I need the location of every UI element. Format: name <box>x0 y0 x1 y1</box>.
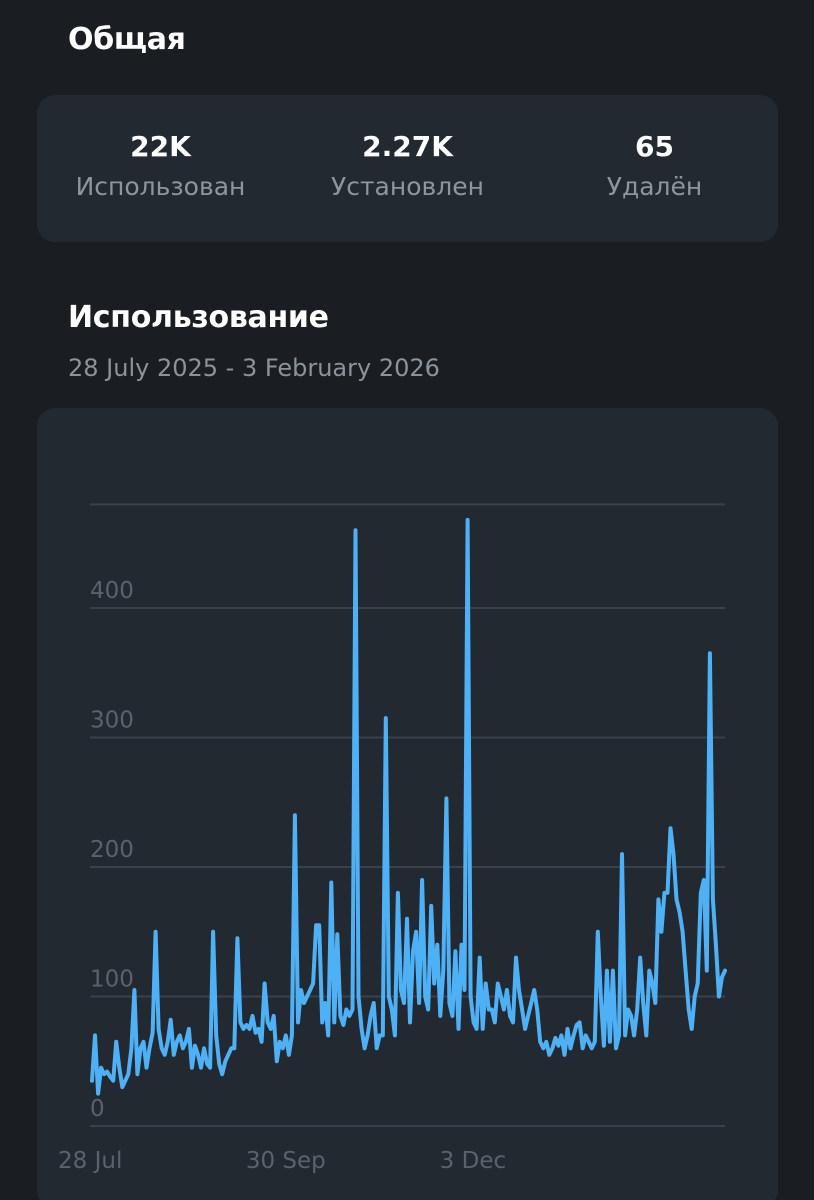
chart-x-ticks: 28 Jul 30 Sep 3 Dec <box>58 1148 506 1174</box>
stat-deleted: 65 Удалён <box>531 129 778 207</box>
chart-y-ticks: 0 100 200 300 400 <box>90 578 134 1122</box>
y-tick-label-400: 400 <box>90 578 134 604</box>
stat-used-label: Использован <box>75 172 246 201</box>
x-tick-label-2: 3 Dec <box>440 1148 506 1174</box>
stat-installed: 2.27K Установлен <box>284 129 531 207</box>
usage-chart-card: 0 100 200 300 400 28 Jul 30 Sep 3 Dec <box>37 408 778 1200</box>
stat-installed-value: 2.27K <box>362 130 453 163</box>
y-tick-label-200: 200 <box>90 837 134 863</box>
chart-series <box>90 517 727 1096</box>
general-section-title: Общая <box>68 22 186 57</box>
stat-used: 22K Использован <box>37 129 284 207</box>
y-tick-label-0: 0 <box>90 1096 105 1122</box>
chart-gridlines <box>90 503 725 1127</box>
usage-line-chart: 0 100 200 300 400 28 Jul 30 Sep 3 Dec <box>58 503 727 1174</box>
usage-section-title: Использование <box>68 300 329 335</box>
x-tick-label-1: 30 Sep <box>246 1148 326 1174</box>
y-tick-label-100: 100 <box>90 967 134 993</box>
x-tick-label-0: 28 Jul <box>58 1148 122 1174</box>
usage-series-line <box>90 517 727 1096</box>
stat-deleted-label: Удалён <box>606 172 703 201</box>
stat-used-value: 22K <box>130 130 191 163</box>
usage-date-range: 28 July 2025 - 3 February 2026 <box>68 354 440 382</box>
stat-deleted-value: 65 <box>635 130 674 163</box>
stats-card: 22K Использован 2.27K Установлен 65 Удал… <box>37 95 778 242</box>
stat-installed-label: Установлен <box>331 172 484 201</box>
y-tick-label-300: 300 <box>90 708 134 734</box>
